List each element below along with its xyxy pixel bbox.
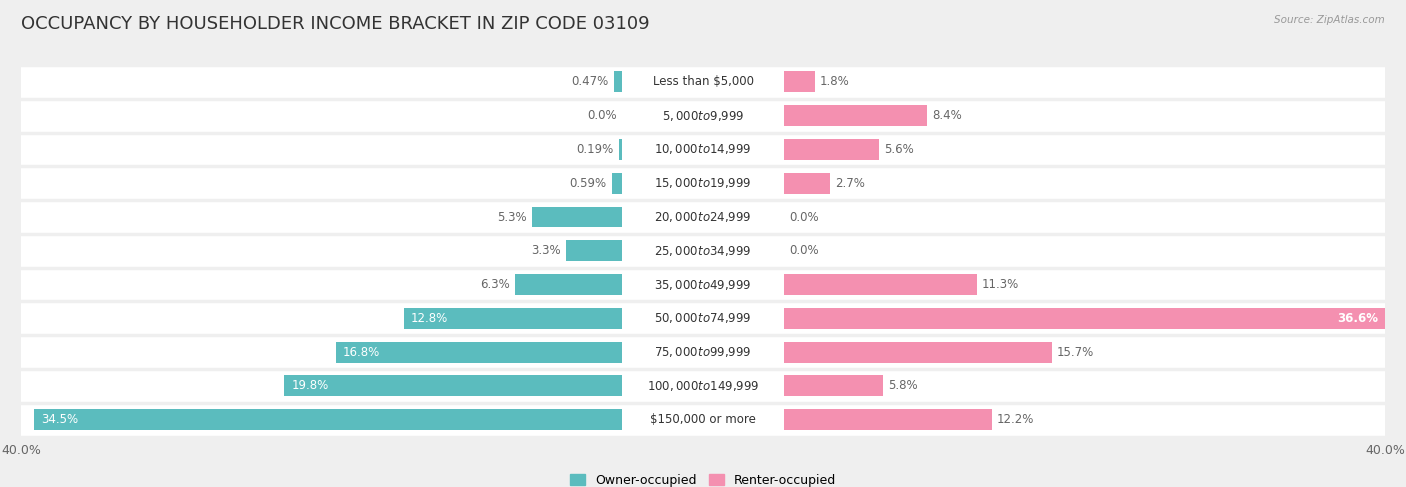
Text: $15,000 to $19,999: $15,000 to $19,999 [654, 176, 752, 190]
Text: 5.8%: 5.8% [889, 379, 918, 393]
Bar [612, 173, 621, 194]
Text: 0.0%: 0.0% [588, 109, 617, 122]
Text: 1.8%: 1.8% [820, 75, 849, 89]
Bar [785, 72, 814, 93]
Text: 6.3%: 6.3% [479, 278, 509, 291]
Text: 5.3%: 5.3% [496, 210, 527, 224]
Bar [785, 342, 1052, 363]
Text: 0.47%: 0.47% [572, 75, 609, 89]
Text: 16.8%: 16.8% [343, 346, 380, 358]
Legend: Owner-occupied, Renter-occupied: Owner-occupied, Renter-occupied [565, 469, 841, 487]
FancyBboxPatch shape [21, 369, 1385, 403]
Text: 0.19%: 0.19% [576, 143, 613, 156]
Text: 34.5%: 34.5% [41, 413, 77, 426]
Bar [785, 173, 830, 194]
Text: $150,000 or more: $150,000 or more [650, 413, 756, 426]
Text: $50,000 to $74,999: $50,000 to $74,999 [654, 311, 752, 325]
Text: Less than $5,000: Less than $5,000 [652, 75, 754, 89]
Text: 12.2%: 12.2% [997, 413, 1035, 426]
Text: 19.8%: 19.8% [291, 379, 329, 393]
Bar [336, 342, 621, 363]
FancyBboxPatch shape [21, 132, 1385, 167]
Text: 3.3%: 3.3% [531, 244, 561, 257]
FancyBboxPatch shape [21, 403, 1385, 437]
Text: $75,000 to $99,999: $75,000 to $99,999 [654, 345, 752, 359]
Bar [531, 206, 621, 227]
Text: 8.4%: 8.4% [932, 109, 962, 122]
Text: 11.3%: 11.3% [981, 278, 1019, 291]
FancyBboxPatch shape [21, 335, 1385, 369]
Text: $5,000 to $9,999: $5,000 to $9,999 [662, 109, 744, 123]
Text: 12.8%: 12.8% [411, 312, 449, 325]
FancyBboxPatch shape [21, 268, 1385, 301]
Text: $100,000 to $149,999: $100,000 to $149,999 [647, 379, 759, 393]
Bar [785, 409, 993, 430]
FancyBboxPatch shape [21, 99, 1385, 132]
Text: 5.6%: 5.6% [884, 143, 914, 156]
Bar [785, 105, 927, 126]
Text: 36.6%: 36.6% [1337, 312, 1378, 325]
FancyBboxPatch shape [21, 65, 1385, 99]
Bar [785, 274, 977, 295]
FancyBboxPatch shape [21, 234, 1385, 268]
FancyBboxPatch shape [21, 167, 1385, 200]
Text: 0.59%: 0.59% [569, 177, 607, 190]
FancyBboxPatch shape [21, 301, 1385, 335]
Text: 2.7%: 2.7% [835, 177, 865, 190]
Bar [404, 308, 621, 329]
Text: 15.7%: 15.7% [1057, 346, 1094, 358]
Text: $10,000 to $14,999: $10,000 to $14,999 [654, 143, 752, 156]
Bar [785, 139, 879, 160]
Text: 0.0%: 0.0% [789, 210, 818, 224]
Bar [565, 240, 621, 262]
Text: $25,000 to $34,999: $25,000 to $34,999 [654, 244, 752, 258]
Bar [619, 139, 621, 160]
FancyBboxPatch shape [21, 200, 1385, 234]
Text: Source: ZipAtlas.com: Source: ZipAtlas.com [1274, 15, 1385, 25]
Text: $20,000 to $24,999: $20,000 to $24,999 [654, 210, 752, 224]
Bar [34, 409, 621, 430]
Bar [515, 274, 621, 295]
Text: OCCUPANCY BY HOUSEHOLDER INCOME BRACKET IN ZIP CODE 03109: OCCUPANCY BY HOUSEHOLDER INCOME BRACKET … [21, 15, 650, 33]
Bar [785, 308, 1406, 329]
Bar [614, 72, 621, 93]
Bar [785, 375, 883, 396]
Bar [284, 375, 621, 396]
Text: $35,000 to $49,999: $35,000 to $49,999 [654, 278, 752, 292]
Text: 0.0%: 0.0% [789, 244, 818, 257]
